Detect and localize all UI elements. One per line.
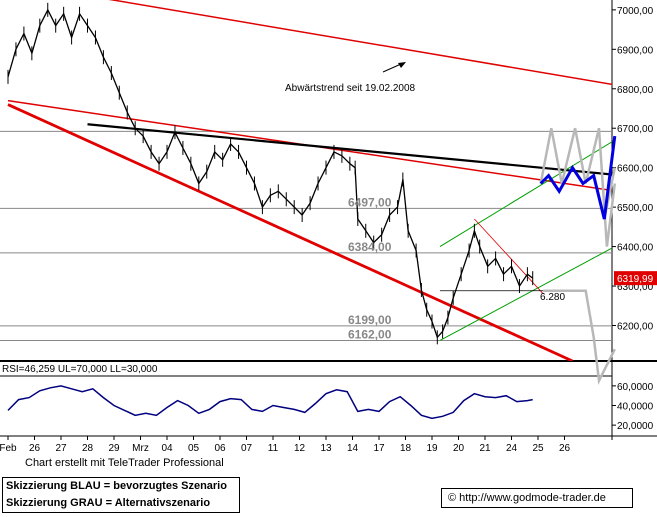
price-tick-label: 6800,00: [617, 85, 654, 96]
trend-line: [474, 218, 544, 295]
time-tick-label: 28: [82, 443, 94, 454]
time-tick-label: 21: [479, 443, 491, 454]
annotation-arrow-head: [398, 62, 406, 68]
time-tick-label: 07: [241, 443, 253, 454]
time-tick-label: 05: [188, 443, 200, 454]
scenario-sketch-line: [539, 135, 617, 220]
legend-blue-scenario: Skizzierung BLAU = bevorzugtes Szenario: [6, 480, 227, 492]
level-label: 6199,00: [348, 313, 392, 327]
price-tick-label: 6500,00: [617, 203, 654, 214]
time-tick-label: 24: [506, 443, 518, 454]
time-tick-label: 04: [161, 443, 173, 454]
current-price-tag: [614, 271, 657, 286]
trend-line: [439, 141, 612, 248]
rsi-series-line: [7, 385, 533, 420]
time-tick-label: 17: [373, 443, 385, 454]
time-tick-label: Mrz: [132, 443, 149, 454]
time-tick-label: 14: [347, 443, 359, 454]
time-tick-label: 18: [400, 443, 412, 454]
price-series-line: [7, 9, 534, 338]
rsi-plot-area: [7, 385, 533, 420]
price-tick-label: 6300,00: [617, 282, 654, 293]
current-price-label: 6319,99: [617, 274, 654, 285]
time-tick-label: 12: [294, 443, 306, 454]
rsi-tick-label: 20,0000: [617, 421, 654, 432]
trend-line: [108, 0, 612, 86]
price-plot-area: [7, 0, 612, 361]
time-tick-label: 26: [559, 443, 571, 454]
rsi-title: RSI=46,259 UL=70,000 LL=30,000: [2, 364, 158, 375]
scenario-legend: Skizzierung BLAU = bevorzugtes Szenario …: [2, 477, 240, 513]
level-annotation: 6.280: [540, 292, 565, 303]
time-tick-label: 13: [320, 443, 332, 454]
legend-grey-scenario: Skizzierung GRAU = Alternativszenario: [6, 497, 211, 509]
time-tick-label: 20: [453, 443, 465, 454]
price-tick-label: 6600,00: [617, 164, 654, 175]
rsi-tick-label: 60,0000: [617, 382, 654, 393]
time-tick-label: 29: [108, 443, 120, 454]
downtrend-annotation: Abwärtstrend seit 19.02.2008: [285, 83, 416, 94]
time-tick-label: 27: [55, 443, 67, 454]
chart-credit: Chart erstellt mit TeleTrader Profession…: [25, 457, 224, 469]
source-link[interactable]: © http://www.godmode-trader.de: [441, 488, 633, 508]
scenario-sketch-line: [543, 289, 616, 385]
time-tick-label: Feb: [0, 443, 17, 454]
price-tick-label: 6700,00: [617, 124, 654, 135]
trend-line: [7, 103, 574, 361]
trend-line: [439, 247, 612, 341]
annotation-arrow: [382, 63, 402, 73]
level-label: 6384,00: [348, 240, 392, 254]
scenario-sketch-line: [539, 127, 617, 247]
level-label: 6497,00: [348, 195, 392, 209]
price-tick-label: 6900,00: [617, 45, 654, 56]
rsi-tick-label: 40,0000: [617, 401, 654, 412]
time-tick-label: 26: [29, 443, 41, 454]
time-tick-label: 19: [426, 443, 438, 454]
price-tick-label: 6400,00: [617, 243, 654, 254]
level-label: 6162,00: [348, 327, 392, 341]
price-tick-label: 7000,00: [617, 6, 654, 17]
time-tick-label: 25: [532, 443, 544, 454]
time-tick-label: 06: [214, 443, 226, 454]
time-tick-label: 11: [268, 443, 279, 454]
price-tick-label: 6200,00: [617, 321, 654, 332]
